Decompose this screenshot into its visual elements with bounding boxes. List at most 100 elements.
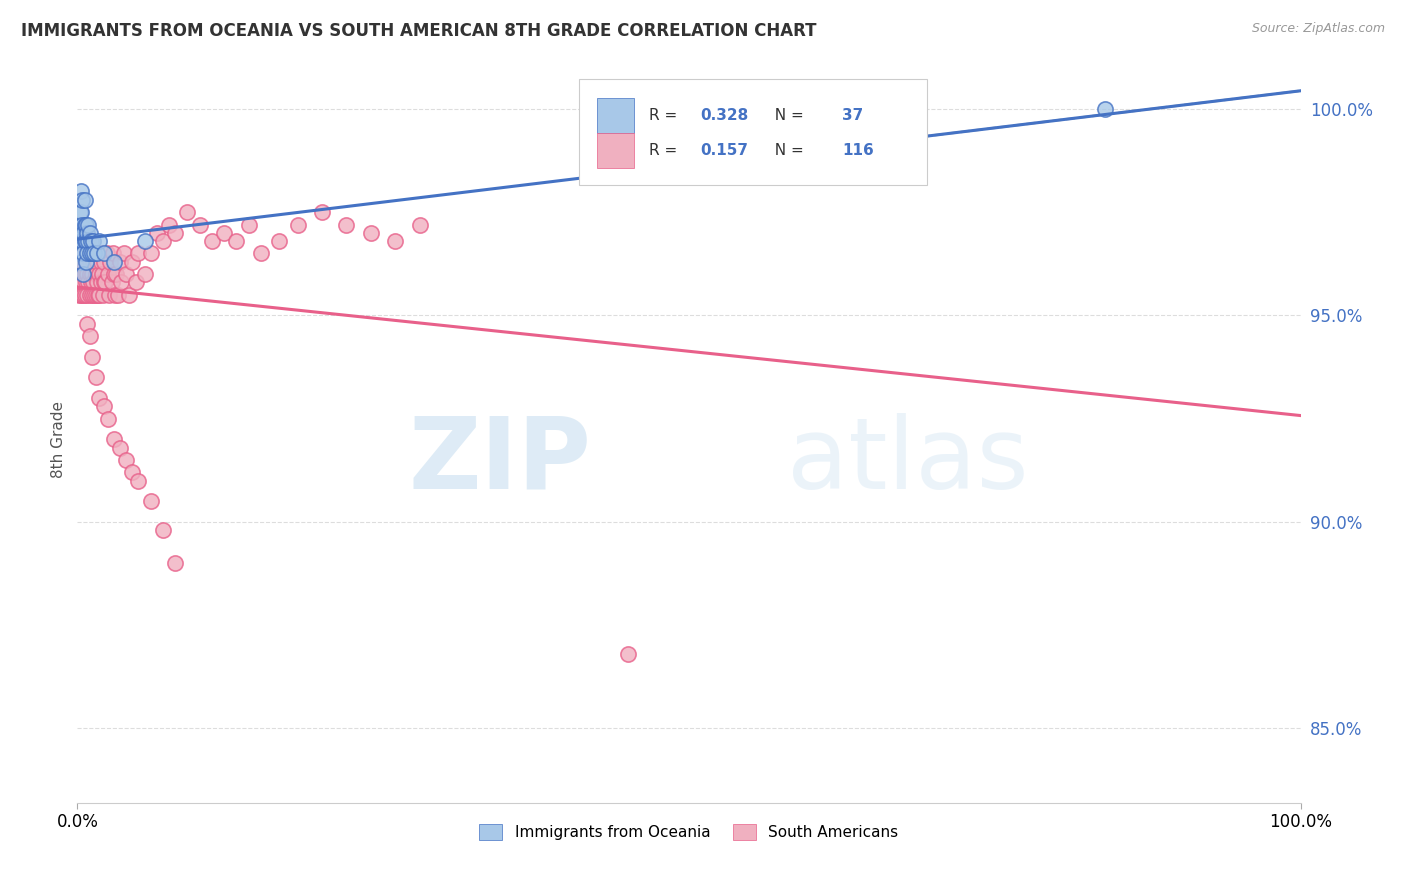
Immigrants from Oceania: [86, 246, 108, 260]
South Americans: [125, 276, 148, 290]
South Americans: [101, 246, 124, 260]
South Americans: [108, 254, 131, 268]
South Americans: [86, 254, 108, 268]
South Americans: [75, 246, 97, 260]
South Americans: [76, 267, 98, 281]
South Americans: [384, 234, 406, 248]
Immigrants from Oceania: [70, 193, 93, 207]
Text: atlas: atlas: [787, 413, 1028, 509]
Immigrants from Oceania: [89, 234, 111, 248]
Immigrants from Oceania: [70, 218, 93, 232]
South Americans: [103, 267, 125, 281]
Immigrants from Oceania: [77, 218, 100, 232]
South Americans: [165, 226, 187, 240]
Immigrants from Oceania: [73, 193, 96, 207]
South Americans: [93, 399, 115, 413]
South Americans: [90, 276, 112, 290]
Text: 37: 37: [842, 108, 863, 122]
South Americans: [67, 287, 90, 301]
South Americans: [139, 494, 162, 508]
South Americans: [105, 267, 128, 281]
South Americans: [80, 246, 103, 260]
Immigrants from Oceania: [103, 254, 125, 268]
Immigrants from Oceania: [82, 234, 104, 248]
Immigrants from Oceania: [72, 226, 94, 240]
South Americans: [212, 226, 235, 240]
Immigrants from Oceania: [1094, 102, 1116, 116]
South Americans: [89, 391, 111, 405]
South Americans: [112, 246, 135, 260]
South Americans: [83, 287, 105, 301]
South Americans: [73, 287, 96, 301]
Text: ZIP: ZIP: [408, 413, 591, 509]
Immigrants from Oceania: [79, 246, 101, 260]
South Americans: [409, 218, 432, 232]
South Americans: [93, 276, 115, 290]
South Americans: [84, 267, 107, 281]
South Americans: [89, 287, 111, 301]
Immigrants from Oceania: [70, 234, 93, 248]
South Americans: [70, 267, 93, 281]
South Americans: [311, 205, 333, 219]
South Americans: [335, 218, 357, 232]
South Americans: [121, 254, 143, 268]
Text: R =: R =: [648, 144, 682, 158]
Immigrants from Oceania: [76, 226, 98, 240]
Immigrants from Oceania: [898, 135, 921, 149]
South Americans: [72, 254, 94, 268]
South Americans: [90, 246, 112, 260]
Immigrants from Oceania: [67, 226, 90, 240]
South Americans: [94, 276, 117, 290]
Immigrants from Oceania: [79, 226, 101, 240]
Y-axis label: 8th Grade: 8th Grade: [51, 401, 66, 478]
South Americans: [108, 441, 131, 455]
South Americans: [70, 254, 93, 268]
Immigrants from Oceania: [80, 234, 103, 248]
South Americans: [80, 350, 103, 364]
South Americans: [82, 254, 104, 268]
South Americans: [79, 267, 101, 281]
South Americans: [73, 246, 96, 260]
Text: N =: N =: [765, 144, 808, 158]
Immigrants from Oceania: [134, 234, 156, 248]
South Americans: [90, 267, 112, 281]
South Americans: [77, 276, 100, 290]
South Americans: [360, 226, 382, 240]
Legend: Immigrants from Oceania, South Americans: Immigrants from Oceania, South Americans: [474, 818, 904, 846]
FancyBboxPatch shape: [598, 97, 634, 133]
South Americans: [121, 466, 143, 480]
South Americans: [69, 276, 91, 290]
Immigrants from Oceania: [69, 234, 91, 248]
South Americans: [97, 411, 120, 425]
South Americans: [152, 234, 174, 248]
Text: R =: R =: [648, 108, 682, 122]
Immigrants from Oceania: [72, 267, 94, 281]
South Americans: [70, 287, 93, 301]
South Americans: [287, 218, 309, 232]
Immigrants from Oceania: [72, 246, 94, 260]
South Americans: [70, 276, 93, 290]
Immigrants from Oceania: [75, 218, 97, 232]
Text: IMMIGRANTS FROM OCEANIA VS SOUTH AMERICAN 8TH GRADE CORRELATION CHART: IMMIGRANTS FROM OCEANIA VS SOUTH AMERICA…: [21, 22, 817, 40]
South Americans: [100, 276, 122, 290]
South Americans: [82, 276, 104, 290]
Immigrants from Oceania: [70, 254, 93, 268]
South Americans: [91, 287, 114, 301]
Immigrants from Oceania: [67, 246, 90, 260]
South Americans: [165, 556, 187, 570]
South Americans: [79, 254, 101, 268]
Immigrants from Oceania: [73, 234, 96, 248]
South Americans: [80, 267, 103, 281]
South Americans: [69, 254, 91, 268]
South Americans: [76, 254, 98, 268]
South Americans: [80, 287, 103, 301]
Immigrants from Oceania: [83, 246, 105, 260]
South Americans: [98, 254, 121, 268]
South Americans: [70, 267, 93, 281]
South Americans: [146, 226, 169, 240]
South Americans: [90, 254, 112, 268]
Text: Source: ZipAtlas.com: Source: ZipAtlas.com: [1251, 22, 1385, 36]
South Americans: [225, 234, 247, 248]
South Americans: [617, 647, 640, 661]
South Americans: [110, 276, 132, 290]
